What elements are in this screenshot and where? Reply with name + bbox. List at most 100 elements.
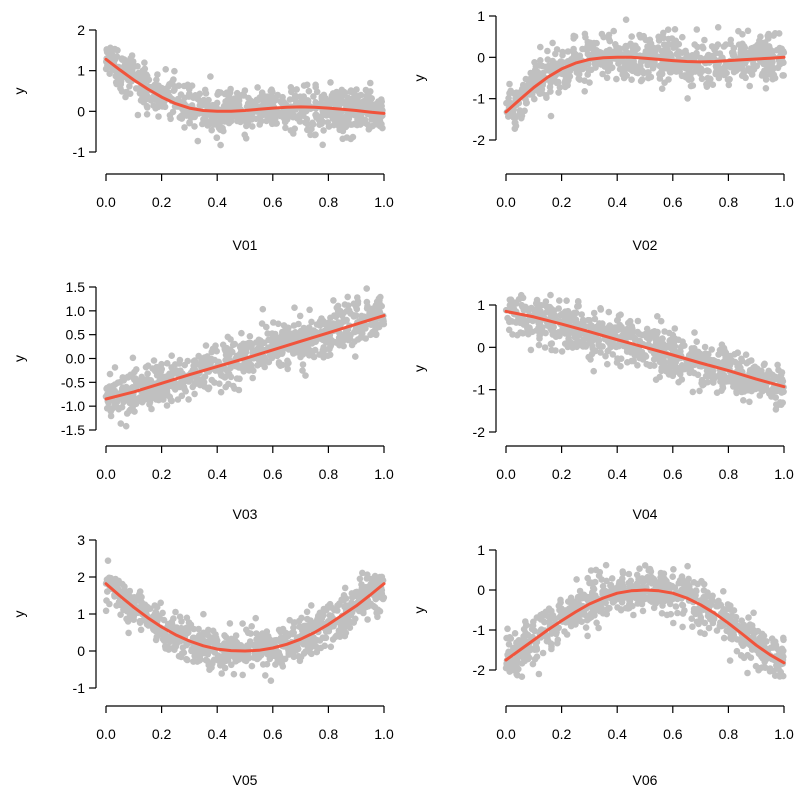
x-tick-label: 0.2 [552, 726, 572, 742]
scatter-point [552, 50, 559, 58]
scatter-point [148, 405, 155, 413]
x-tick-label: 0.4 [207, 466, 227, 482]
scatter-point [774, 361, 781, 369]
scatter-point [303, 608, 311, 616]
scatter-point [282, 124, 289, 132]
scatter-point [280, 322, 288, 329]
scatter-point [701, 36, 708, 44]
scatter-point [779, 72, 786, 79]
y-tick-label: 0 [77, 643, 85, 659]
scatter-point [701, 619, 709, 627]
scatter-point [529, 622, 536, 630]
scatter-point [584, 71, 591, 78]
scatter-point [531, 646, 538, 653]
x-tick-label: 0.4 [607, 194, 627, 210]
scatter-point [669, 573, 676, 580]
scatter-point [366, 310, 373, 317]
scatter-point [158, 360, 165, 368]
scatter-point [708, 43, 716, 50]
scatter-point [299, 361, 307, 368]
scatter-point [517, 329, 524, 336]
x-tick-label: 1.0 [374, 466, 394, 482]
scatter-point [660, 594, 667, 602]
scatter-point [521, 107, 528, 115]
scatter-point [184, 108, 191, 115]
scatter-point [300, 650, 308, 657]
scatter-point [293, 86, 301, 93]
scatter-point [747, 68, 754, 75]
x-tick-label: 0.4 [207, 726, 227, 742]
scatter-point [153, 390, 160, 398]
scatter-point [531, 655, 539, 663]
scatter-point [683, 365, 690, 372]
scatter-point [518, 291, 525, 299]
scatter-point [362, 325, 369, 332]
scatter-point [646, 597, 654, 604]
scatter-point [324, 603, 332, 610]
scatter-point [262, 672, 269, 679]
x-axis: 0.0 0.2 0.4 0.6 0.8 1.0 [496, 173, 794, 210]
x-tick-label: 0.6 [663, 726, 683, 742]
scatter-point [325, 123, 333, 130]
scatter-point [663, 65, 670, 72]
scatter-point [588, 66, 595, 74]
scatter-point [652, 376, 660, 384]
scatter-point [717, 622, 725, 630]
scatter-point [186, 119, 193, 127]
scatter-point [740, 397, 747, 404]
scatter-point [707, 52, 715, 60]
scatter-point [671, 325, 679, 332]
scatter-point [778, 651, 785, 658]
scatter-point [353, 305, 361, 313]
scatter-point [318, 120, 325, 127]
scatter-point [622, 50, 630, 57]
scatter-point [143, 72, 151, 80]
scatter-point [268, 354, 276, 362]
scatter-point [223, 657, 231, 664]
scatter-point [564, 82, 571, 89]
scatter-point [627, 577, 635, 585]
scatter-point [586, 79, 593, 86]
scatter-point [353, 589, 361, 597]
scatter-point [547, 291, 554, 299]
scatter-point [178, 379, 185, 386]
scatter-point [342, 595, 350, 602]
point-cloud [502, 561, 787, 680]
scatter-point [171, 361, 179, 368]
point-cloud [502, 291, 787, 413]
scatter-point [269, 108, 277, 116]
scatter-point [744, 27, 752, 35]
scatter-point [579, 318, 587, 326]
scatter-point [218, 118, 226, 125]
scatter-point [127, 59, 135, 66]
scatter-point [289, 650, 297, 657]
scatter-point [696, 387, 703, 395]
scatter-point [196, 90, 204, 98]
y-axis-label: y [11, 355, 27, 362]
scatter-point [666, 337, 673, 345]
scatter-point [125, 629, 132, 637]
scatter-point [299, 367, 306, 374]
scatter-point [171, 86, 178, 93]
scatter-point [630, 357, 637, 365]
scatter-point [676, 61, 683, 68]
scatter-point [623, 43, 631, 50]
scatter-point [608, 64, 616, 71]
scatter-point [671, 26, 679, 33]
scatter-point [628, 76, 635, 83]
scatter-point [217, 388, 225, 396]
scatter-point [246, 333, 254, 340]
x-tick-label: 0.8 [719, 466, 739, 482]
scatter-point [323, 112, 330, 119]
scatter-point [242, 116, 249, 123]
scatter-point [602, 561, 610, 569]
scatter-point [643, 360, 650, 368]
scatter-point [699, 43, 706, 50]
scatter-point [202, 638, 209, 645]
scatter-point [122, 422, 130, 430]
scatter-point [590, 39, 598, 47]
y-tick-label: -1 [473, 622, 486, 638]
